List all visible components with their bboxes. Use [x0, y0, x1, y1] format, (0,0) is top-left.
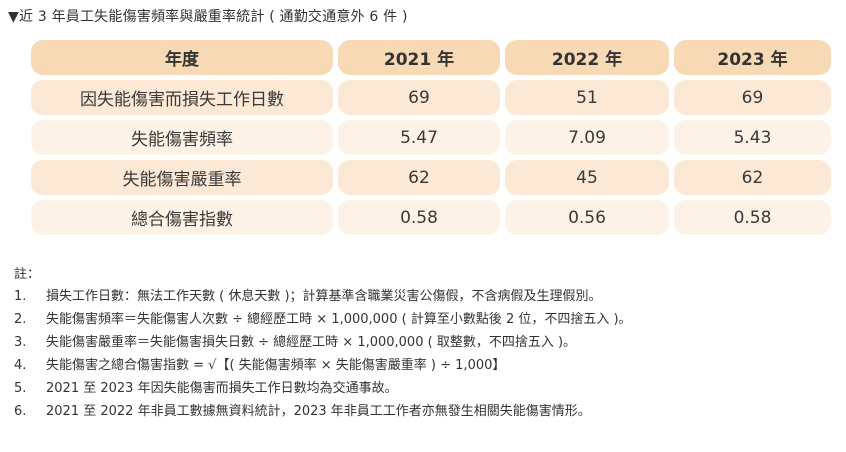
- row-label-injury-index: 總合傷害指數: [31, 200, 333, 235]
- note-text: 失能傷害之總合傷害指數 = √【( 失能傷害頻率 × 失能傷害嚴重率 ) ÷ 1…: [46, 358, 506, 373]
- note-number: 6.: [14, 404, 27, 419]
- header-cell-2023: 2023 年: [674, 40, 831, 75]
- table-cell: 0.56: [505, 200, 669, 235]
- table-cell: 69: [674, 80, 831, 115]
- note-text: 2021 至 2022 年非員工數據無資料統計，2023 年非員工工作者亦無發生…: [46, 404, 591, 419]
- header-cell-year: 年度: [31, 40, 333, 75]
- note-number: 2.: [14, 312, 27, 327]
- note-text: 損失工作日數：無法工作天數 ( 休息天數 )；計算基準含職業災害公傷假，不含病假…: [46, 289, 602, 304]
- table-cell: 45: [505, 160, 669, 195]
- table-caption: ▼近 3 年員工失能傷害頻率與嚴重率統計 ( 通勤交通意外 6 件 ): [8, 9, 408, 25]
- note-text: 2021 至 2023 年因失能傷害而損失工作日數均為交通事故。: [46, 381, 398, 396]
- list-item: 6. 2021 至 2022 年非員工數據無資料統計，2023 年非員工工作者亦…: [14, 403, 632, 426]
- list-item: 1. 損失工作日數：無法工作天數 ( 休息天數 )；計算基準含職業災害公傷假，不…: [14, 288, 632, 311]
- row-label-lost-days: 因失能傷害而損失工作日數: [31, 80, 333, 115]
- row-label-severity-rate: 失能傷害嚴重率: [31, 160, 333, 195]
- list-item: 4. 失能傷害之總合傷害指數 = √【( 失能傷害頻率 × 失能傷害嚴重率 ) …: [14, 357, 632, 380]
- table-cell: 62: [674, 160, 831, 195]
- list-item: 3. 失能傷害嚴重率＝失能傷害損失日數 ÷ 總經歷工時 × 1,000,000 …: [14, 334, 632, 357]
- table-cell: 0.58: [338, 200, 500, 235]
- note-number: 1.: [14, 289, 27, 304]
- header-cell-2022: 2022 年: [505, 40, 669, 75]
- table-cell: 5.47: [338, 120, 500, 155]
- table-cell: 62: [338, 160, 500, 195]
- note-text: 失能傷害嚴重率＝失能傷害損失日數 ÷ 總經歷工時 × 1,000,000 ( 取…: [46, 335, 577, 350]
- table-cell: 5.43: [674, 120, 831, 155]
- injury-stats-table: 年度 2021 年 2022 年 2023 年 因失能傷害而損失工作日數 69 …: [31, 40, 831, 235]
- header-cell-2021: 2021 年: [338, 40, 500, 75]
- table-cell: 7.09: [505, 120, 669, 155]
- list-item: 5. 2021 至 2023 年因失能傷害而損失工作日數均為交通事故。: [14, 380, 632, 403]
- note-number: 3.: [14, 335, 27, 350]
- note-text: 失能傷害頻率＝失能傷害人次數 ÷ 總經歷工時 × 1,000,000 ( 計算至…: [46, 312, 632, 327]
- note-number: 5.: [14, 381, 27, 396]
- table-cell: 0.58: [674, 200, 831, 235]
- list-item: 2. 失能傷害頻率＝失能傷害人次數 ÷ 總經歷工時 × 1,000,000 ( …: [14, 311, 632, 334]
- note-number: 4.: [14, 358, 27, 373]
- notes-title: 註：: [14, 267, 41, 282]
- notes-list: 1. 損失工作日數：無法工作天數 ( 休息天數 )；計算基準含職業災害公傷假，不…: [14, 288, 632, 426]
- table-cell: 69: [338, 80, 500, 115]
- table-cell: 51: [505, 80, 669, 115]
- row-label-frequency-rate: 失能傷害頻率: [31, 120, 333, 155]
